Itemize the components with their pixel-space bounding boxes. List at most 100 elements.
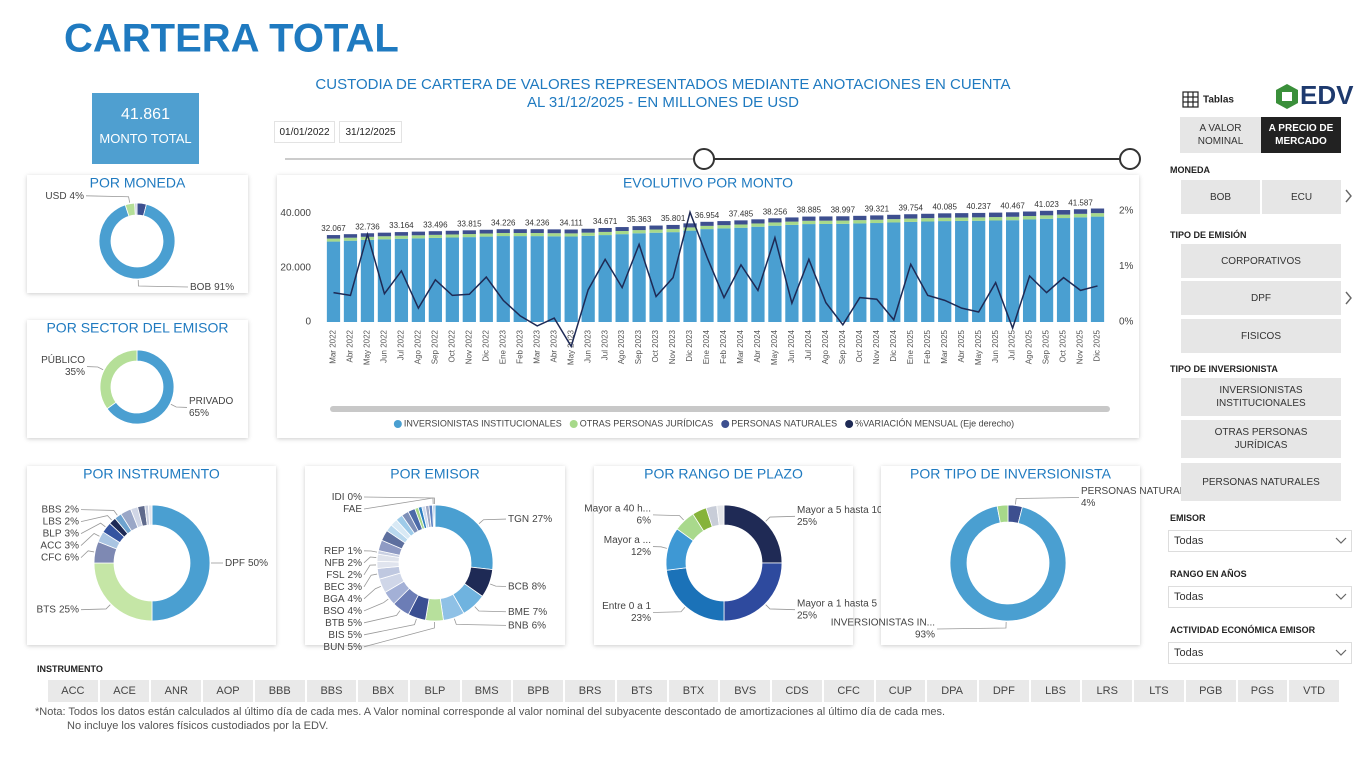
bar-segment bbox=[751, 223, 765, 227]
bar-segment bbox=[581, 232, 595, 236]
bar-segment bbox=[802, 220, 816, 225]
slice-category: DPF bbox=[225, 558, 245, 569]
instrument-option[interactable]: DPF bbox=[978, 680, 1029, 702]
slice-value: 4% bbox=[70, 190, 85, 201]
chevron[interactable] bbox=[1345, 189, 1352, 203]
instrument-option[interactable]: DPA bbox=[927, 680, 977, 702]
instrument-option[interactable]: BMS bbox=[461, 680, 512, 702]
bar-segment bbox=[564, 233, 578, 237]
instrument-option[interactable]: BPB bbox=[513, 680, 564, 702]
instrument-option[interactable]: BTX bbox=[668, 680, 719, 702]
bar-segment bbox=[921, 218, 935, 222]
slice-value: 23% bbox=[631, 613, 651, 624]
filter-option[interactable]: FISICOS bbox=[1181, 319, 1341, 353]
slice-value: 2% bbox=[348, 557, 363, 568]
leader-line bbox=[80, 509, 118, 516]
bar-segment bbox=[802, 216, 816, 221]
instrument-option[interactable]: PGB bbox=[1185, 680, 1236, 702]
bar-segment bbox=[377, 232, 392, 237]
x-tick-label: Jul 2022 bbox=[397, 329, 406, 360]
slice-category: LBS bbox=[43, 516, 62, 527]
date-end[interactable]: 31/12/2025 bbox=[339, 121, 402, 143]
slice-label: IDI 0% bbox=[332, 492, 362, 503]
instrument-option[interactable]: LBS bbox=[1030, 680, 1081, 702]
instrument-option[interactable]: LTS bbox=[1134, 680, 1184, 702]
valuation-button[interactable]: A VALOR NOMINAL bbox=[1180, 117, 1261, 153]
instrument-option[interactable]: BBS bbox=[306, 680, 357, 702]
dropdown[interactable]: Todas bbox=[1168, 530, 1352, 552]
filter-option[interactable]: BOB bbox=[1181, 180, 1260, 214]
instrument-option[interactable]: BBB bbox=[254, 680, 305, 702]
bar-segment bbox=[768, 222, 782, 226]
dropdown-chevron bbox=[1335, 593, 1347, 600]
instrument-option[interactable]: CFC bbox=[823, 680, 874, 702]
y2-tick-label: 2% bbox=[1119, 206, 1134, 217]
chart-title: POR TIPO DE INVERSIONISTA bbox=[910, 466, 1112, 482]
slice-value: 2% bbox=[348, 569, 363, 580]
scrollbar bbox=[330, 406, 1110, 412]
slice-category: NFB bbox=[325, 557, 345, 568]
instrument-option[interactable]: BVS bbox=[720, 680, 771, 702]
instrument-option[interactable]: CUP bbox=[875, 680, 926, 702]
slice-label: DPF 50% bbox=[225, 558, 268, 569]
filter-label: MONEDA bbox=[1170, 165, 1210, 175]
filter-option[interactable]: INVERSIONISTAS INSTITUCIONALES bbox=[1181, 378, 1341, 416]
slice-category: BIS bbox=[328, 629, 344, 640]
leader-line bbox=[453, 618, 507, 626]
bar-segment bbox=[547, 236, 561, 322]
slice-label: Mayor a 5 hasta 10 bbox=[797, 505, 883, 516]
slider-handle[interactable] bbox=[1119, 148, 1141, 170]
slider-handle[interactable] bbox=[693, 148, 715, 170]
instrument-option[interactable]: BBX bbox=[358, 680, 409, 702]
slice-category: BLP bbox=[43, 528, 62, 539]
bar-segment bbox=[394, 232, 409, 236]
instrument-option[interactable]: BLP bbox=[410, 680, 460, 702]
slice-label: BSO 4% bbox=[323, 605, 362, 616]
leader-line bbox=[363, 564, 377, 576]
instrument-option[interactable]: ACE bbox=[99, 680, 150, 702]
line-series bbox=[333, 209, 1098, 349]
slice-value: 5% bbox=[348, 641, 363, 652]
bar-segment bbox=[496, 229, 510, 233]
bar-segment bbox=[326, 235, 341, 239]
filter-option[interactable]: PERSONAS NATURALES bbox=[1181, 463, 1341, 501]
filter-option[interactable]: CORPORATIVOS bbox=[1181, 244, 1341, 278]
tables-icon[interactable] bbox=[1182, 91, 1199, 108]
dropdown[interactable]: Todas bbox=[1168, 642, 1352, 664]
bar-segment bbox=[683, 223, 697, 228]
slice-value: 91% bbox=[214, 282, 234, 293]
filter-option[interactable]: ECU bbox=[1262, 180, 1341, 214]
filter-option[interactable]: OTRAS PERSONAS JURÍDICAS bbox=[1181, 420, 1341, 458]
total-label: 32.067 bbox=[321, 224, 346, 233]
subtitle: CUSTODIA DE CARTERA DE VALORES REPRESENT… bbox=[315, 76, 1010, 93]
filter-option[interactable]: DPF bbox=[1181, 281, 1341, 315]
instrument-option[interactable]: CDS bbox=[772, 680, 822, 702]
date-start[interactable]: 01/01/2022 bbox=[274, 121, 335, 143]
instrument-option[interactable]: BTS bbox=[616, 680, 667, 702]
bar-segment bbox=[513, 229, 527, 233]
instrument-option[interactable]: ACC bbox=[48, 680, 98, 702]
instrument-option[interactable]: BRS bbox=[565, 680, 615, 702]
slice-value: 12% bbox=[631, 547, 651, 558]
leader-line bbox=[478, 518, 507, 525]
bar-segment bbox=[989, 220, 1003, 322]
instrument-option[interactable]: PGS bbox=[1237, 680, 1288, 702]
dropdown[interactable]: Todas bbox=[1168, 586, 1352, 608]
bar-segment bbox=[921, 213, 935, 219]
tables-label[interactable]: Tablas bbox=[1203, 95, 1234, 106]
bar-segment bbox=[496, 236, 510, 322]
instrument-option[interactable]: LRS bbox=[1082, 680, 1133, 702]
x-tick-label: Dic 2025 bbox=[1093, 329, 1102, 361]
bar-segment bbox=[904, 221, 918, 322]
leader-line bbox=[85, 195, 131, 203]
donut-slice bbox=[134, 202, 138, 216]
bar-segment bbox=[326, 241, 341, 322]
valuation-button[interactable]: A PRECIO DE MERCADO bbox=[1261, 117, 1341, 153]
bar-segment bbox=[1073, 213, 1088, 218]
instrument-option[interactable]: ANR bbox=[151, 680, 202, 702]
total-label: 40.237 bbox=[966, 202, 991, 211]
instrument-option[interactable]: VTD bbox=[1289, 680, 1339, 702]
instrument-option[interactable]: AOP bbox=[203, 680, 253, 702]
chevron[interactable] bbox=[1345, 291, 1352, 305]
x-tick-label: Oct 2023 bbox=[651, 329, 660, 362]
